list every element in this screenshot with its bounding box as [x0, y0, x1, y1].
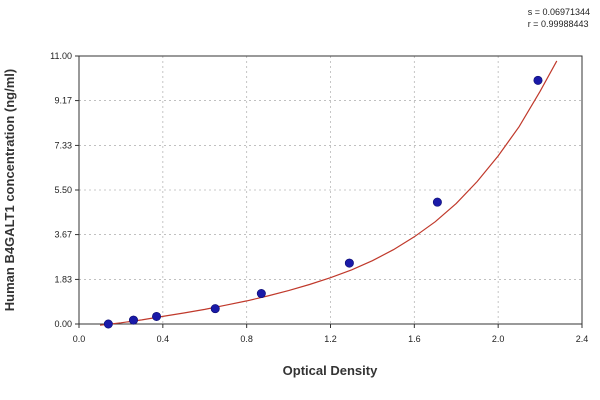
fit-curve-line	[99, 60, 558, 326]
x-tick-label: 2.4	[576, 334, 589, 344]
s-value: s = 0.06971344	[527, 7, 590, 17]
data-point	[344, 258, 354, 268]
y-tick-label: 1.83	[54, 274, 72, 284]
y-tick-label: 7.33	[54, 140, 72, 150]
x-tick-label: 0.0	[73, 334, 86, 344]
data-point	[152, 311, 162, 321]
y-axis-title: Human B4GALT1 concentration (ng/ml)	[2, 69, 17, 311]
x-axis-title: Optical Density	[283, 363, 378, 378]
data-point	[533, 75, 543, 85]
y-tick-label: 11.00	[50, 51, 72, 61]
y-tick-label: 5.50	[54, 185, 72, 195]
r-value: r = 0.99988443	[527, 19, 589, 29]
y-axis: 0.00 1.83 3.67 5.50 7.33 9.17 11.00	[50, 51, 79, 329]
x-axis: 0.0 0.4 0.8 1.2 1.6 2.0 2.4	[73, 324, 589, 344]
grid	[79, 56, 582, 324]
x-tick-label: 0.8	[240, 334, 253, 344]
y-tick-label: 3.67	[54, 230, 72, 240]
y-tick-label: 0.00	[54, 319, 72, 329]
x-tick-label: 0.4	[157, 334, 170, 344]
x-tick-label: 1.2	[324, 334, 337, 344]
x-tick-label: 1.6	[408, 334, 421, 344]
x-tick-label: 2.0	[492, 334, 505, 344]
data-points	[103, 75, 543, 329]
y-tick-label: 9.17	[54, 96, 72, 106]
data-point	[128, 315, 138, 325]
data-point	[432, 197, 442, 207]
data-point	[103, 319, 113, 329]
fit-curve	[99, 60, 558, 326]
data-point	[256, 289, 266, 299]
fit-statistics: s = 0.06971344 r = 0.99988443	[528, 6, 590, 30]
data-point	[210, 304, 220, 314]
